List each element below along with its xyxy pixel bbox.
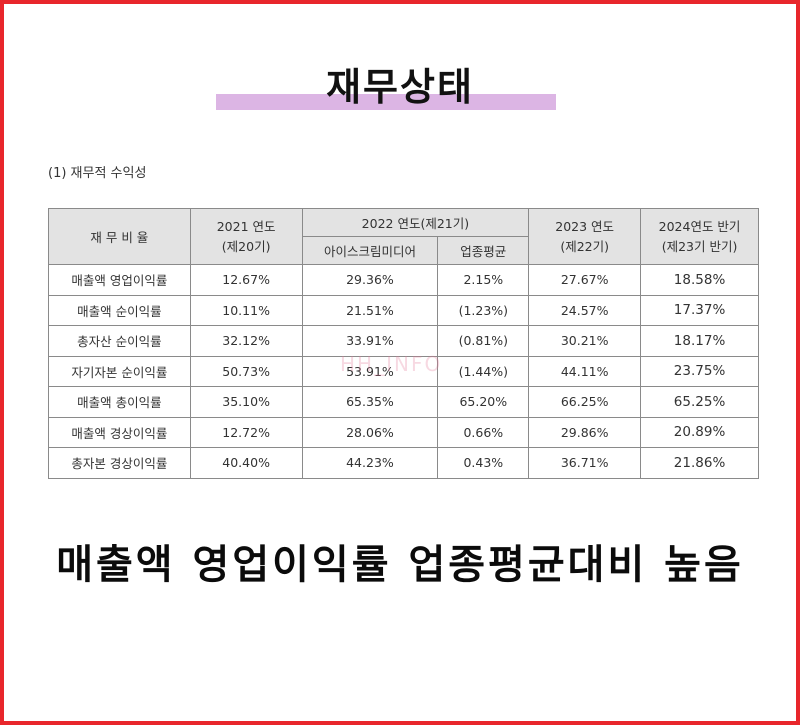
table-row: 매출액 영업이익률 12.67% 29.36% 2.15% 27.67% 18.… <box>48 264 759 296</box>
page-title: 재무상태 <box>326 65 474 109</box>
value-2023: 36.71% <box>528 447 642 479</box>
value-2022: 28.06% <box>301 416 439 448</box>
header-2024-term: (제23기 반기) <box>661 238 738 254</box>
table-row: 총자본 경상이익률 40.40% 44.23% 0.43% 36.71% 21.… <box>48 447 759 479</box>
table-row: 매출액 경상이익률 12.72% 28.06% 0.66% 29.86% 20.… <box>48 416 759 448</box>
ratio-name: 매출액 순이익률 <box>48 294 191 326</box>
header-2023-term: (제22기) <box>560 238 609 254</box>
ratio-name: 총자본 경상이익률 <box>48 447 191 479</box>
header-ratio: 재 무 비 율 <box>48 208 191 265</box>
value-2024: 21.86% <box>640 447 759 479</box>
value-2024: 65.25% <box>640 386 759 418</box>
header-2023: 2023 연도 (제22기) <box>528 208 642 265</box>
value-2024: 17.37% <box>640 294 759 326</box>
value-2021: 10.11% <box>189 294 303 326</box>
table-row: 매출액 총이익률 35.10% 65.35% 65.20% 66.25% 65.… <box>48 386 759 418</box>
value-2022: 53.91% <box>301 355 439 387</box>
header-2021-year: 2021 연도 <box>216 218 276 234</box>
value-industry: (1.44%) <box>437 355 530 387</box>
value-2023: 44.11% <box>528 355 642 387</box>
value-2024: 18.58% <box>640 264 759 296</box>
value-2022: 33.91% <box>301 325 439 357</box>
header-2024: 2024연도 반기 (제23기 반기) <box>640 208 759 265</box>
financial-ratio-table: 재 무 비 율 2021 연도 (제20기) 2022 연도(제21기) 202… <box>48 208 759 479</box>
header-2023-year: 2023 연도 <box>555 218 615 234</box>
header-2021: 2021 연도 (제20기) <box>189 208 303 265</box>
value-2022: 21.51% <box>301 294 439 326</box>
value-2023: 30.21% <box>528 325 642 357</box>
value-2022: 44.23% <box>301 447 439 479</box>
section-label: (1) 재무적 수익성 <box>48 166 147 181</box>
header-2022-company: 아이스크림미디어 <box>301 236 439 265</box>
value-industry: (1.23%) <box>437 294 530 326</box>
value-industry: (0.81%) <box>437 325 530 357</box>
value-2021: 32.12% <box>189 325 303 357</box>
value-industry: 2.15% <box>437 264 530 296</box>
header-2024-year: 2024연도 반기 <box>658 218 741 234</box>
ratio-name: 매출액 영업이익률 <box>48 264 191 296</box>
value-2021: 40.40% <box>189 447 303 479</box>
value-industry: 65.20% <box>437 386 530 418</box>
value-2023: 66.25% <box>528 386 642 418</box>
value-2023: 29.86% <box>528 416 642 448</box>
value-2023: 27.67% <box>528 264 642 296</box>
ratio-name: 매출액 총이익률 <box>48 386 191 418</box>
value-2021: 35.10% <box>189 386 303 418</box>
value-industry: 0.43% <box>437 447 530 479</box>
ratio-name: 매출액 경상이익률 <box>48 416 191 448</box>
value-2021: 12.67% <box>189 264 303 296</box>
header-2022-industry: 업종평균 <box>437 236 530 265</box>
title-highlight-bar <box>216 94 556 110</box>
value-2021: 12.72% <box>189 416 303 448</box>
table-row: 매출액 순이익률 10.11% 21.51% (1.23%) 24.57% 17… <box>48 294 759 326</box>
table-row: 자기자본 순이익률 50.73% 53.91% (1.44%) 44.11% 2… <box>48 355 759 387</box>
value-2021: 50.73% <box>189 355 303 387</box>
header-2022: 2022 연도(제21기) <box>301 208 530 237</box>
value-industry: 0.66% <box>437 416 530 448</box>
value-2024: 23.75% <box>640 355 759 387</box>
title-block: 재무상태 <box>4 56 796 116</box>
table-row: 총자산 순이익률 32.12% 33.91% (0.81%) 30.21% 18… <box>48 325 759 357</box>
value-2022: 29.36% <box>301 264 439 296</box>
headline: 매출액 영업이익률 업종평균대비 높음 <box>56 542 744 588</box>
value-2024: 20.89% <box>640 416 759 448</box>
value-2023: 24.57% <box>528 294 642 326</box>
value-2022: 65.35% <box>301 386 439 418</box>
value-2024: 18.17% <box>640 325 759 357</box>
header-2021-term: (제20기) <box>221 238 271 254</box>
ratio-name: 자기자본 순이익률 <box>48 355 191 387</box>
ratio-name: 총자산 순이익률 <box>48 325 191 357</box>
